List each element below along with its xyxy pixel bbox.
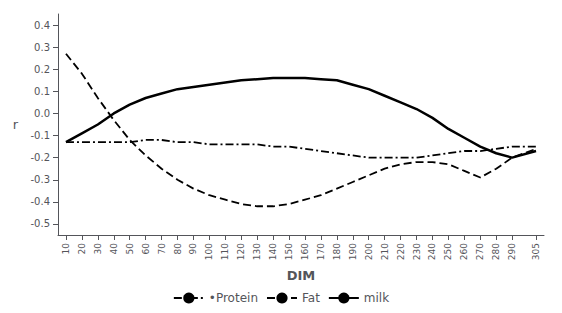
svg-text:20: 20 [77, 243, 87, 255]
svg-text:250: 250 [443, 243, 453, 260]
svg-text:150: 150 [284, 243, 294, 260]
svg-text:100: 100 [204, 243, 214, 260]
svg-text:-0.1: -0.1 [30, 130, 50, 141]
svg-text:0.1: 0.1 [34, 86, 50, 97]
svg-text:80: 80 [173, 243, 183, 255]
svg-text:0.2: 0.2 [34, 64, 50, 75]
svg-text:-0.4: -0.4 [30, 196, 50, 207]
svg-text:90: 90 [188, 243, 198, 255]
svg-text:50: 50 [125, 243, 135, 255]
svg-text:170: 170 [316, 243, 326, 260]
svg-text:70: 70 [157, 243, 167, 255]
svg-text:240: 240 [427, 243, 437, 260]
svg-text:•Protein: •Protein [209, 291, 258, 305]
svg-text:190: 190 [348, 243, 358, 260]
svg-text:280: 280 [491, 243, 501, 260]
svg-text:130: 130 [252, 243, 262, 260]
svg-text:290: 290 [507, 243, 517, 260]
svg-text:-0.5: -0.5 [30, 218, 50, 229]
svg-text:milk: milk [364, 291, 389, 305]
svg-text:270: 270 [475, 243, 485, 260]
svg-text:140: 140 [268, 243, 278, 260]
svg-text:260: 260 [459, 243, 469, 260]
svg-text:40: 40 [109, 243, 119, 255]
svg-text:230: 230 [412, 243, 422, 260]
svg-text:30: 30 [93, 243, 103, 255]
svg-text:180: 180 [332, 243, 342, 260]
svg-text:r: r [13, 117, 19, 132]
svg-text:60: 60 [141, 243, 151, 255]
svg-text:210: 210 [380, 243, 390, 260]
svg-text:0.3: 0.3 [34, 42, 50, 53]
svg-text:220: 220 [396, 243, 406, 260]
svg-text:10: 10 [61, 243, 71, 255]
svg-text:-0.3: -0.3 [30, 174, 50, 185]
svg-text:0.0: 0.0 [34, 108, 50, 119]
svg-text:110: 110 [220, 243, 230, 260]
svg-text:0.4: 0.4 [34, 20, 50, 31]
svg-text:-0.2: -0.2 [30, 152, 50, 163]
svg-text:120: 120 [236, 243, 246, 260]
svg-text:305: 305 [531, 243, 541, 260]
svg-text:160: 160 [300, 243, 310, 260]
svg-text:200: 200 [364, 243, 374, 260]
svg-text:DIM: DIM [287, 268, 316, 283]
svg-text:Fat: Fat [302, 291, 320, 305]
